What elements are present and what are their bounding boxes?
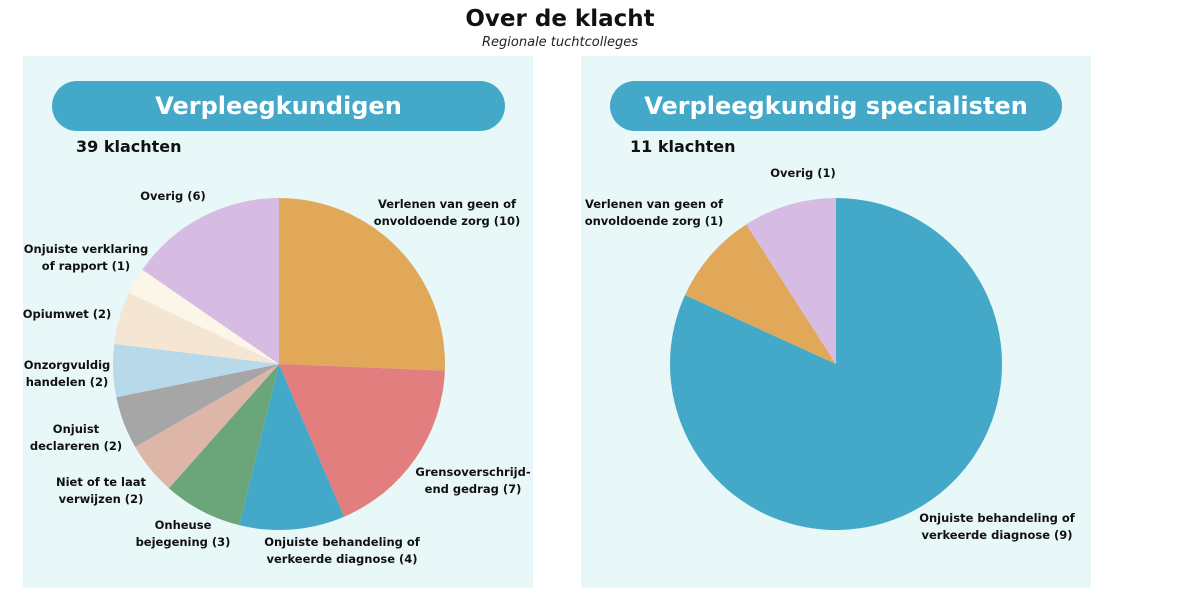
slice-label: Onjuiste verklaring of rapport (1) [23, 242, 149, 273]
page-title: Over de klacht [465, 6, 655, 32]
pie-slice [135, 364, 279, 489]
slice-label: Onjuiste behandeling of verkeerde diagno… [919, 511, 1075, 542]
slice-label: Niet of te laat verwijzen (2) [55, 475, 147, 506]
pie-slice [142, 198, 279, 364]
chart-title-specialisten: Verpleegkundig specialisten [610, 81, 1062, 131]
pie-slice [168, 364, 279, 526]
count-specialisten: 11 klachten [630, 137, 736, 156]
slice-label: Grensoverschrijd- end gedrag (7) [415, 465, 531, 496]
pie-slice [113, 343, 280, 398]
chart-title-verpleegkundigen: Verpleegkundigen [52, 81, 505, 131]
slice-label: Onzorgvuldig handelen (2) [23, 358, 111, 389]
slice-label: Verlenen van geen of onvoldoende zorg (1… [584, 197, 724, 228]
slice-label: Overig (1) [770, 166, 836, 180]
slice-label: Overig (6) [140, 189, 206, 203]
pie-slice [279, 364, 445, 517]
slice-label: Onjuiste behandeling of verkeerde diagno… [264, 535, 420, 566]
pie-slice [279, 198, 445, 371]
slice-label: Onheuse bejegening (3) [135, 518, 231, 549]
pie-slice [116, 364, 279, 447]
pie-slice [685, 224, 836, 364]
count-verpleegkundigen: 39 klachten [76, 137, 182, 156]
slice-label: Opiumwet (2) [22, 307, 112, 321]
pie-slice [239, 364, 345, 530]
pie-slice [746, 198, 836, 364]
slice-label: Verlenen van geen of onvoldoende zorg (1… [373, 197, 521, 228]
slice-label: Onjuist declareren (2) [29, 422, 123, 453]
page-subtitle: Regionale tuchtcolleges [482, 35, 638, 50]
pie-slice [129, 269, 279, 364]
pie-slice [114, 292, 279, 364]
